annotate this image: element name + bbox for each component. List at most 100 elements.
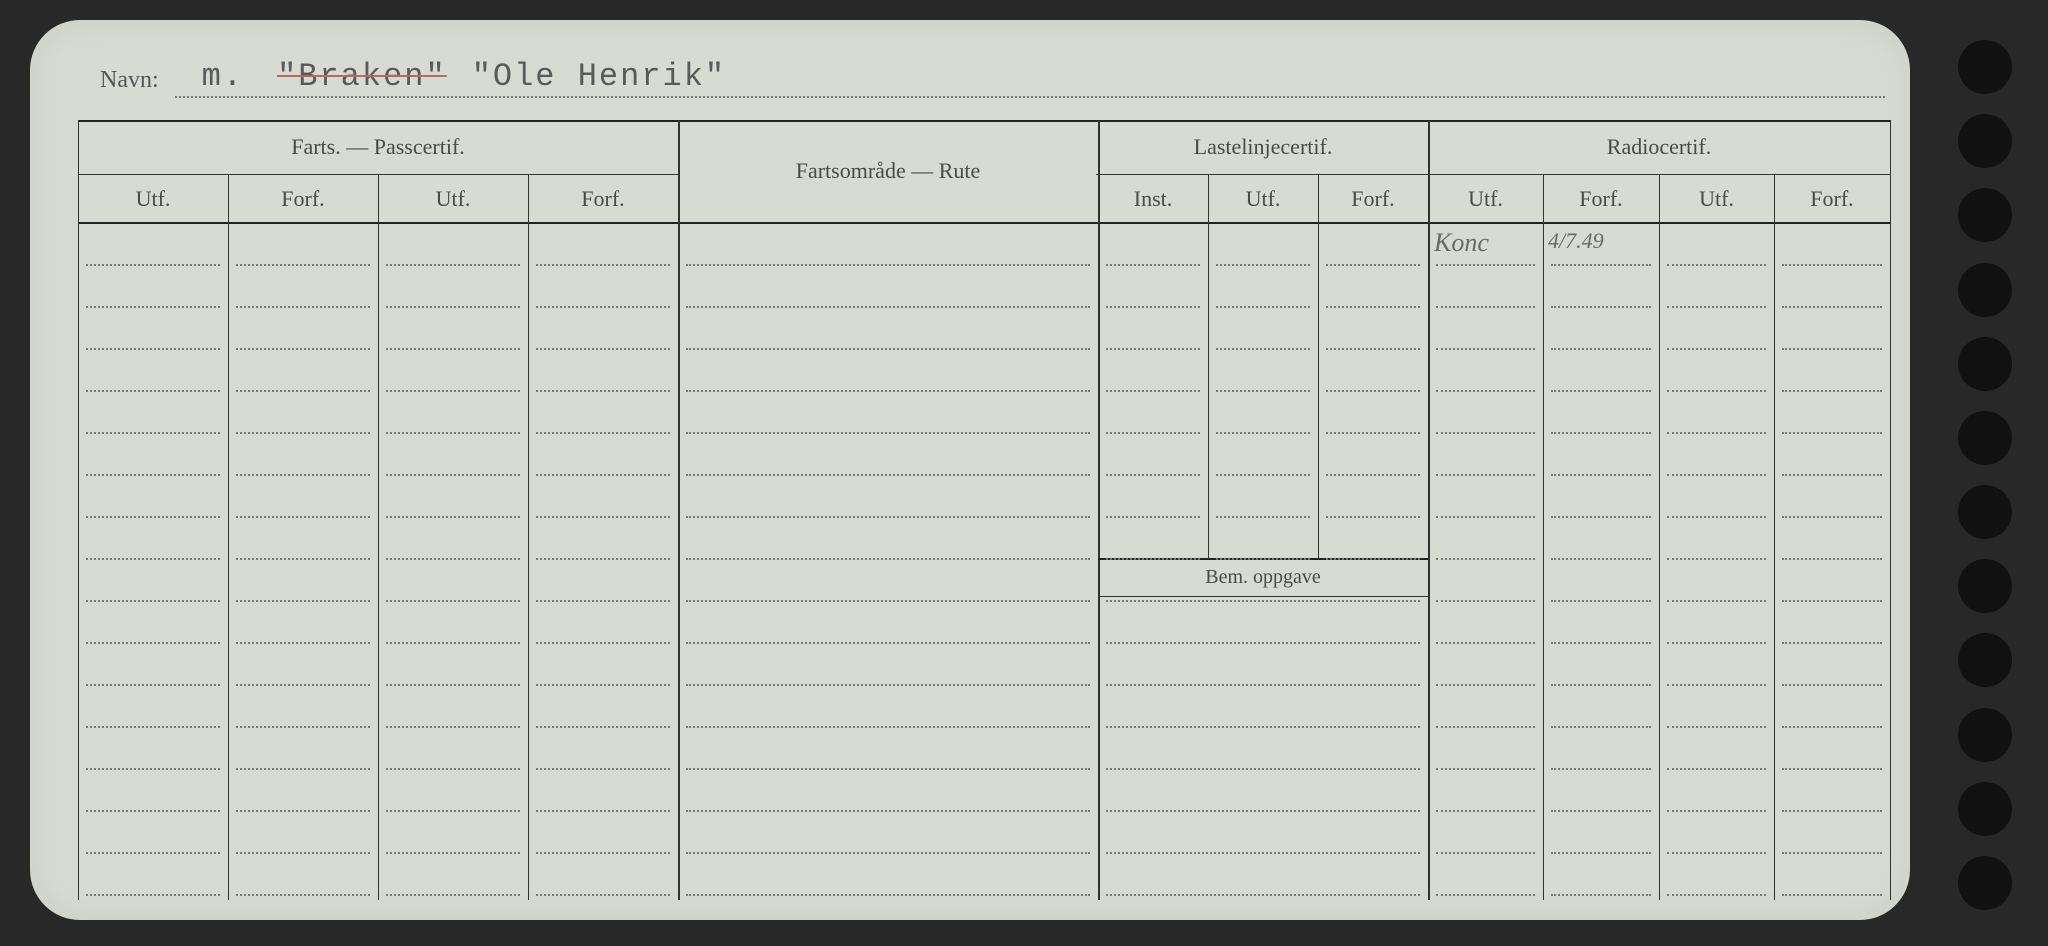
body-row-line — [1551, 684, 1651, 686]
body-row-line — [1216, 390, 1310, 392]
body-row-line — [1436, 642, 1535, 644]
body-row-line — [536, 642, 670, 644]
body-row-line — [386, 474, 520, 476]
body-row-line — [1326, 348, 1420, 350]
body-row-line — [1667, 516, 1766, 518]
body-row-line — [1551, 348, 1651, 350]
hdr-laste-utf: Utf. — [1208, 186, 1318, 212]
body-row-line — [536, 474, 670, 476]
body-row-line — [686, 726, 1090, 728]
hdr-radio-utf2: Utf. — [1659, 186, 1774, 212]
hdr-radio-forf2: Forf. — [1774, 186, 1890, 212]
body-row-line — [686, 264, 1090, 266]
body-row-line — [1106, 810, 1420, 812]
table: Farts. — Passcertif. Fartsområde — Rute … — [78, 120, 1890, 900]
body-row-line — [236, 684, 370, 686]
body-row-line — [1782, 894, 1882, 896]
body-row-line — [1326, 306, 1420, 308]
body-row-line — [1106, 642, 1420, 644]
body-row-line — [1106, 684, 1420, 686]
body-row-line — [1667, 642, 1766, 644]
hole — [1958, 633, 2012, 687]
body-row-line — [536, 264, 670, 266]
body-row-line — [1436, 852, 1535, 854]
body-row-line — [536, 348, 670, 350]
v-farts-3 — [528, 174, 529, 900]
body-row-line — [1326, 264, 1420, 266]
body-row-line — [536, 768, 670, 770]
body-row-line — [1106, 600, 1420, 602]
bem-bottom — [1098, 596, 1428, 597]
body-row-line — [386, 642, 520, 644]
body-row-line — [1326, 432, 1420, 434]
body-row-line — [686, 600, 1090, 602]
body-row-line — [686, 390, 1090, 392]
tbl-top-border — [78, 120, 1890, 122]
v-laste-end — [1428, 120, 1430, 900]
body-row-line — [1106, 516, 1200, 518]
name-underline — [175, 96, 1885, 98]
body-row-line — [686, 348, 1090, 350]
body-row-line — [386, 348, 520, 350]
body-row-line — [1551, 474, 1651, 476]
body-row-line — [86, 264, 220, 266]
v-fartsomrade-end — [1098, 120, 1100, 900]
body-row-line — [1326, 390, 1420, 392]
body-row-line — [86, 852, 220, 854]
body-row-line — [686, 810, 1090, 812]
body-row-line — [1551, 894, 1651, 896]
body-row-line — [1216, 516, 1310, 518]
body-row-line — [1106, 432, 1200, 434]
body-row-line — [386, 768, 520, 770]
body-row-line — [1667, 684, 1766, 686]
body-row-line — [1106, 348, 1200, 350]
hole — [1958, 411, 2012, 465]
body-row-line — [1106, 558, 1200, 560]
name-row: Navn: m. "Braken" "Ole Henrik" — [100, 60, 1890, 97]
v-right — [1890, 120, 1891, 900]
body-row-line — [1782, 348, 1882, 350]
body-row-line — [386, 726, 520, 728]
body-row-line — [1436, 348, 1535, 350]
body-row-line — [236, 894, 370, 896]
v-farts-end — [678, 120, 680, 900]
body-row-line — [1551, 432, 1651, 434]
body-row-line — [1551, 516, 1651, 518]
body-row-line — [86, 558, 220, 560]
v-radio-1 — [1543, 174, 1544, 900]
body-row-line — [1436, 726, 1535, 728]
body-row-line — [536, 516, 670, 518]
body-row-line — [1551, 852, 1651, 854]
body-row-line — [86, 810, 220, 812]
body-row-line — [1436, 600, 1535, 602]
body-row-line — [1551, 768, 1651, 770]
body-row-line — [1216, 558, 1310, 560]
hdr-farts-utf1: Utf. — [78, 186, 228, 212]
body-row-line — [86, 726, 220, 728]
body-row-line — [386, 516, 520, 518]
body-row-line — [1782, 306, 1882, 308]
record-card: Navn: m. "Braken" "Ole Henrik" — [30, 20, 1910, 920]
v0 — [78, 120, 79, 900]
body-row-line — [86, 306, 220, 308]
hdr-lastelinje: Lastelinjecertif. — [1098, 134, 1428, 160]
body-row-line — [236, 516, 370, 518]
body-row-line — [1216, 474, 1310, 476]
body-row-line — [236, 642, 370, 644]
hole — [1958, 263, 2012, 317]
body-row-line — [1667, 894, 1766, 896]
body-row-line — [386, 810, 520, 812]
body-row-line — [536, 726, 670, 728]
hdr-laste-forf: Forf. — [1318, 186, 1428, 212]
body-row-line — [1667, 852, 1766, 854]
body-row-line — [1216, 432, 1310, 434]
body-row-line — [386, 684, 520, 686]
body-row-line — [1782, 684, 1882, 686]
name-prefix: m. — [202, 58, 244, 95]
body-row-line — [1216, 306, 1310, 308]
body-row-line — [86, 516, 220, 518]
body-row-line — [686, 894, 1090, 896]
body-row-line — [1782, 600, 1882, 602]
body-row-line — [1551, 810, 1651, 812]
body-row-line — [1782, 390, 1882, 392]
